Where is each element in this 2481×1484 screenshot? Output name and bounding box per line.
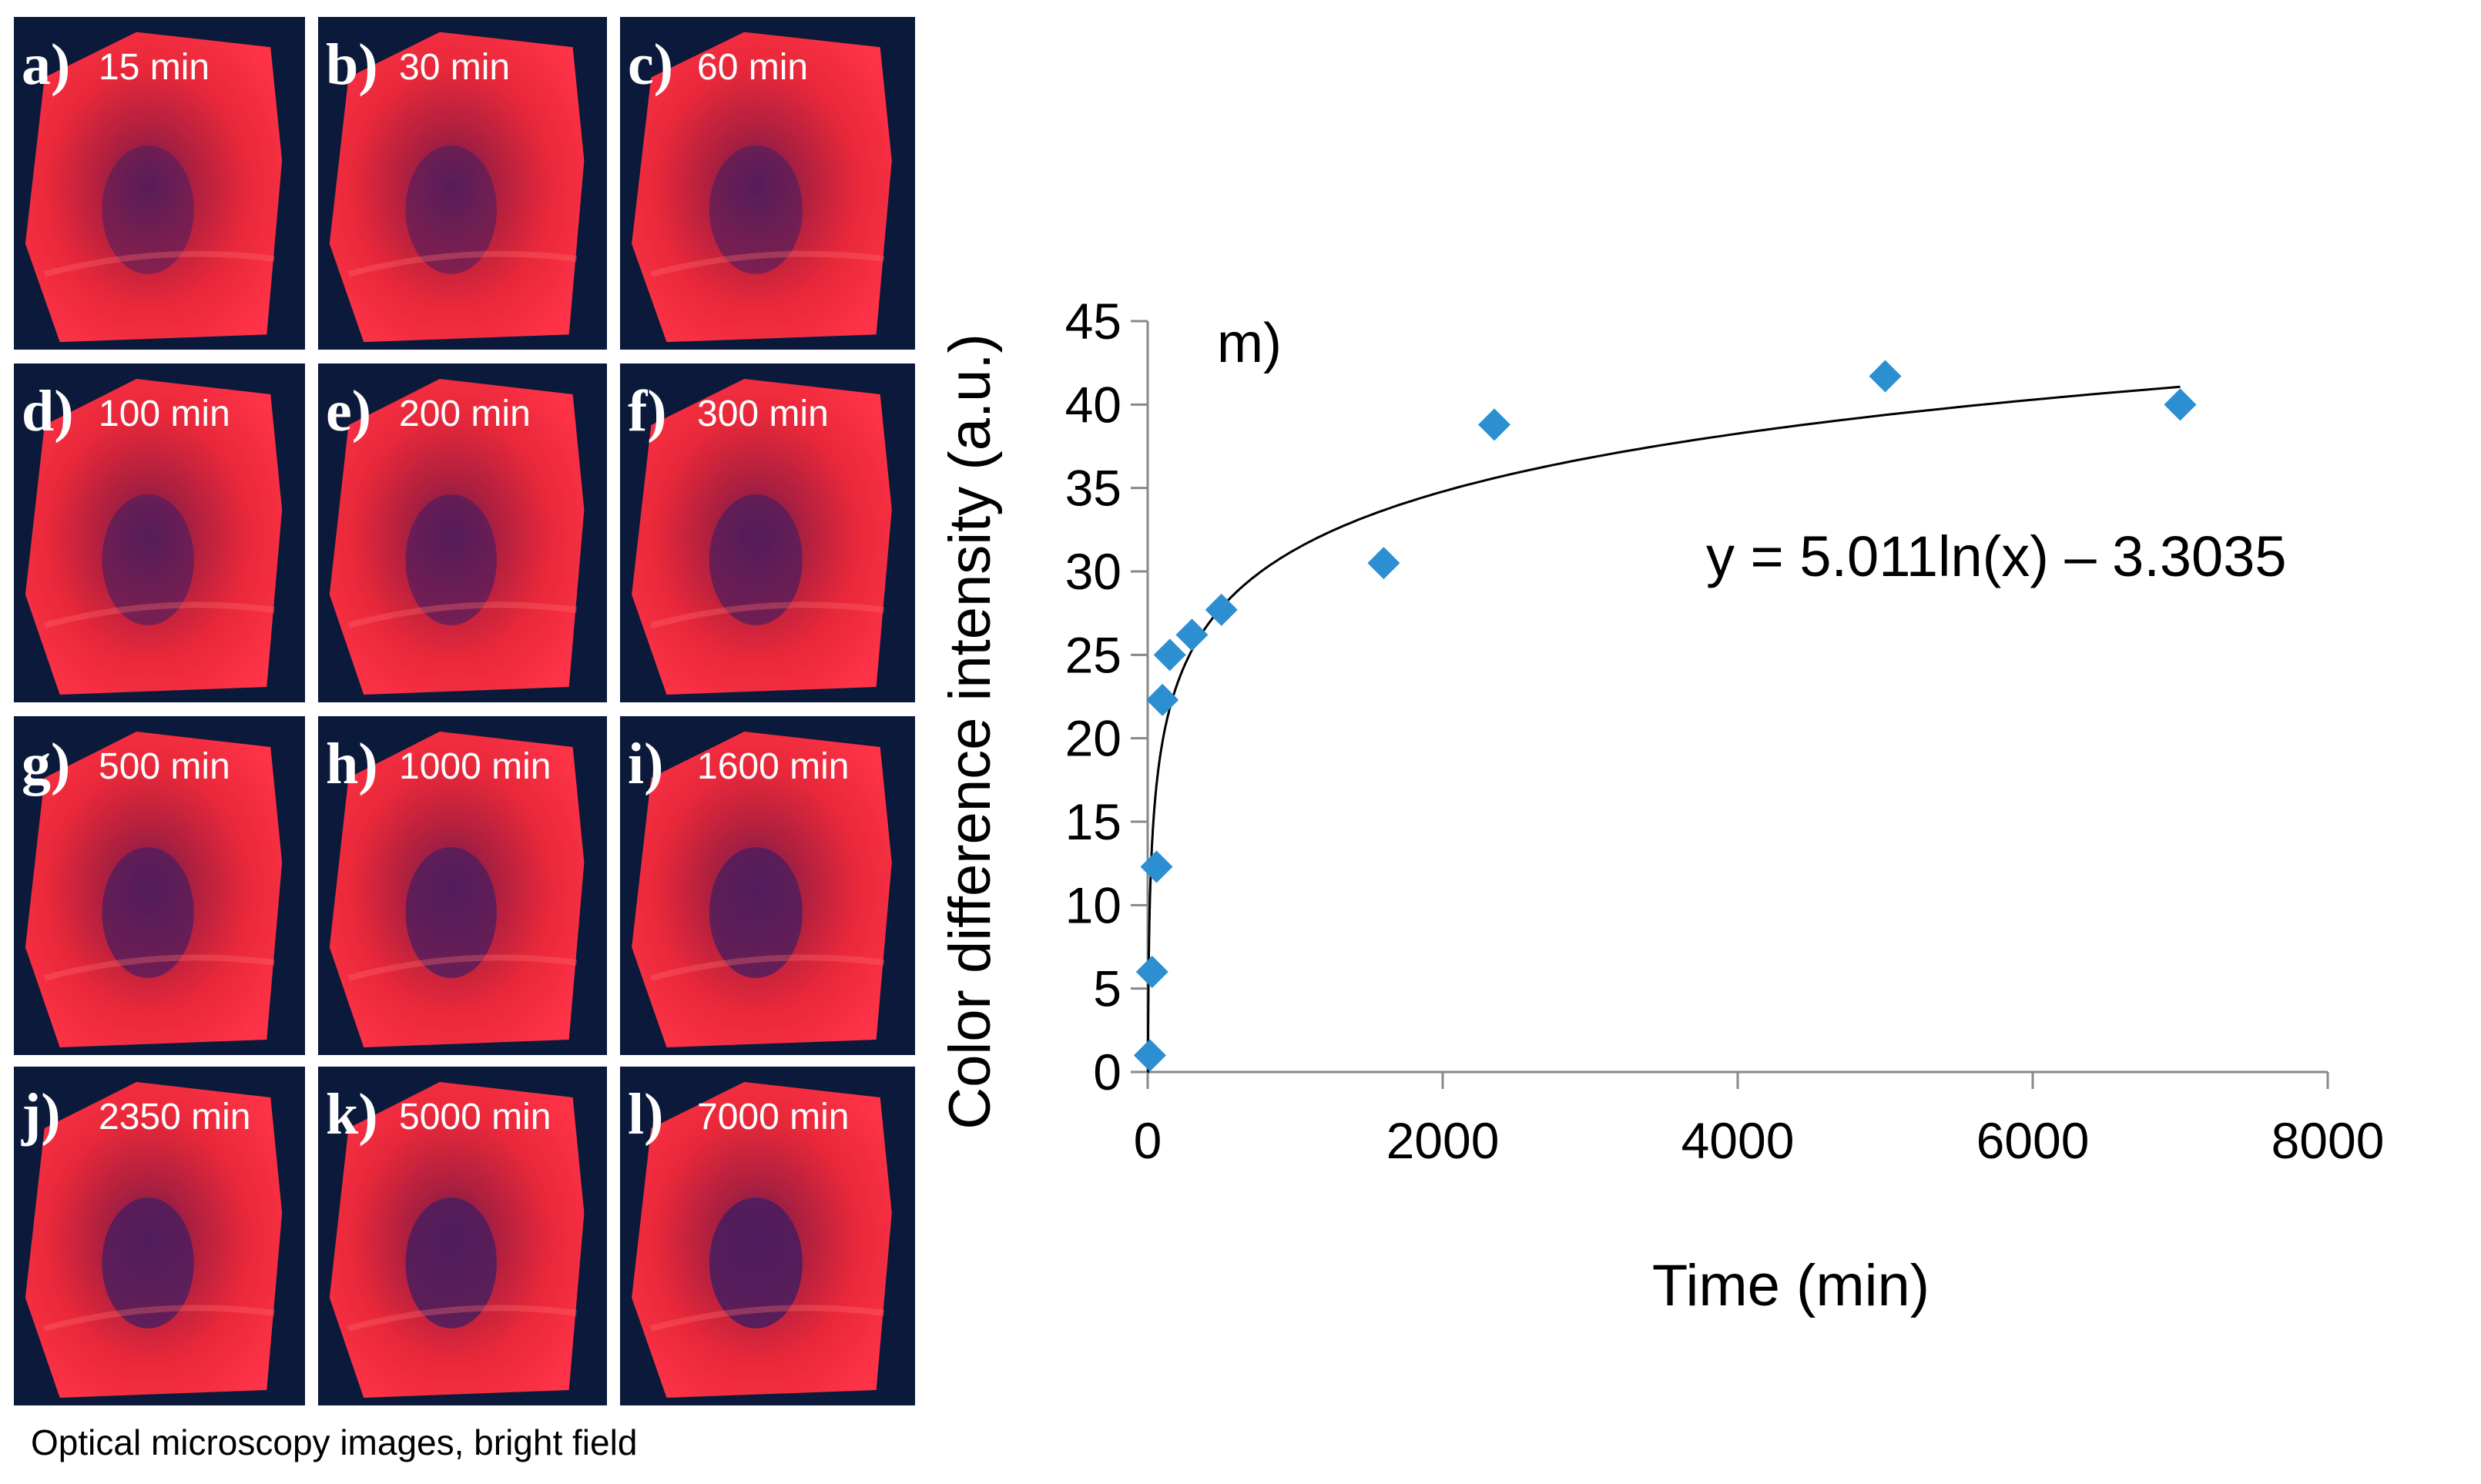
panel-letter: k) bbox=[326, 1082, 378, 1147]
y-tick-label: 45 bbox=[1065, 293, 1121, 350]
crystal-image bbox=[318, 1067, 607, 1405]
time-label: 200 min bbox=[399, 394, 531, 434]
panel-letter: l) bbox=[628, 1082, 664, 1147]
y-tick-label: 40 bbox=[1065, 376, 1121, 433]
data-point bbox=[1869, 360, 1902, 393]
y-tick-label: 10 bbox=[1065, 876, 1121, 933]
time-label: 100 min bbox=[99, 394, 230, 434]
y-axis-title: Color difference intensity (a.u.) bbox=[937, 333, 1003, 1130]
y-tick-label: 30 bbox=[1065, 543, 1121, 600]
microscopy-image: g) 500 min bbox=[14, 716, 305, 1055]
microscopy-image: b) 30 min bbox=[318, 17, 607, 350]
trendline bbox=[1146, 385, 2181, 1074]
microscopy-image: h) 1000 min bbox=[318, 716, 607, 1055]
crystal-image bbox=[318, 363, 607, 702]
y-tick-label: 5 bbox=[1093, 960, 1121, 1017]
data-point bbox=[1133, 1039, 1166, 1072]
data-point bbox=[1140, 850, 1173, 883]
panel-letter: g) bbox=[22, 732, 71, 796]
panel-letter: j) bbox=[22, 1082, 61, 1147]
microscopy-image: l) 7000 min bbox=[620, 1067, 915, 1405]
x-tick-label: 8000 bbox=[2271, 1112, 2385, 1169]
panel-letter: h) bbox=[326, 732, 378, 796]
time-label: 60 min bbox=[697, 47, 809, 88]
time-label: 1000 min bbox=[399, 746, 552, 787]
microscopy-grid: a) 15 min b) 30 min c) 60 min d) 100 min e) 200 m… bbox=[0, 0, 924, 1463]
crystal-image bbox=[620, 363, 915, 702]
microscopy-image: k) 5000 min bbox=[318, 1067, 607, 1405]
data-point bbox=[1135, 956, 1168, 988]
time-label: 1600 min bbox=[697, 746, 850, 787]
microscopy-image: i) 1600 min bbox=[620, 716, 915, 1055]
y-tick-label: 25 bbox=[1065, 626, 1121, 683]
time-label: 2350 min bbox=[99, 1097, 251, 1137]
figure-caption: Optical microscopy images, bright field bbox=[31, 1422, 638, 1462]
crystal-image bbox=[620, 17, 915, 350]
microscopy-image: j) 2350 min bbox=[14, 1067, 305, 1405]
x-tick-label: 2000 bbox=[1386, 1112, 1500, 1169]
data-point bbox=[1478, 408, 1511, 441]
crystal-image bbox=[318, 17, 607, 350]
time-label: 300 min bbox=[697, 394, 829, 434]
microscopy-image: d) 100 min bbox=[14, 363, 305, 702]
panel-letter: e) bbox=[326, 379, 372, 444]
crystal-image bbox=[14, 363, 305, 702]
data-point bbox=[1367, 547, 1400, 580]
panel-letter: f) bbox=[628, 379, 667, 444]
crystal-image bbox=[620, 1067, 915, 1405]
y-axis-ticks: 0 5 10 15 20 25 30 35 40 45 bbox=[1065, 293, 1148, 1100]
y-tick-label: 0 bbox=[1093, 1043, 1121, 1100]
time-label: 15 min bbox=[99, 47, 210, 88]
panel-letter: a) bbox=[22, 32, 71, 97]
y-tick-label: 15 bbox=[1065, 793, 1121, 850]
microscopy-image: f) 300 min bbox=[620, 363, 915, 702]
panel-label: m) bbox=[1217, 313, 1282, 374]
panel-letter: i) bbox=[628, 732, 664, 796]
y-tick-label: 35 bbox=[1065, 460, 1121, 517]
crystal-image bbox=[620, 716, 915, 1055]
time-label: 5000 min bbox=[399, 1097, 552, 1137]
panel-letter: c) bbox=[628, 32, 674, 97]
crystal-image bbox=[14, 17, 305, 350]
x-axis-ticks: 0 2000 4000 6000 8000 bbox=[1134, 1072, 2385, 1169]
microscopy-image: e) 200 min bbox=[318, 363, 607, 702]
microscopy-image: c) 60 min bbox=[620, 17, 915, 350]
panel-letter: b) bbox=[326, 32, 378, 97]
x-tick-label: 6000 bbox=[1976, 1112, 2090, 1169]
y-tick-label: 20 bbox=[1065, 710, 1121, 767]
crystal-image bbox=[14, 716, 305, 1055]
data-point bbox=[1175, 618, 1209, 652]
x-tick-label: 4000 bbox=[1681, 1112, 1795, 1169]
time-label: 7000 min bbox=[697, 1097, 850, 1137]
data-point bbox=[1153, 638, 1186, 672]
data-point bbox=[1146, 683, 1179, 716]
trendline-equation: y = 5.011ln(x) – 3.3035 bbox=[1706, 524, 2287, 588]
time-label: 30 min bbox=[399, 47, 511, 88]
data-points bbox=[1133, 360, 2197, 1072]
data-point bbox=[1205, 593, 1238, 626]
time-label: 500 min bbox=[99, 746, 230, 787]
microscopy-image: a) 15 min bbox=[14, 17, 305, 350]
data-point bbox=[2164, 388, 2197, 421]
panel-letter: d) bbox=[22, 379, 74, 444]
crystal-image bbox=[318, 716, 607, 1055]
x-tick-label: 0 bbox=[1134, 1112, 1162, 1169]
x-axis-title: Time (min) bbox=[1652, 1253, 1929, 1318]
crystal-image bbox=[14, 1067, 305, 1405]
